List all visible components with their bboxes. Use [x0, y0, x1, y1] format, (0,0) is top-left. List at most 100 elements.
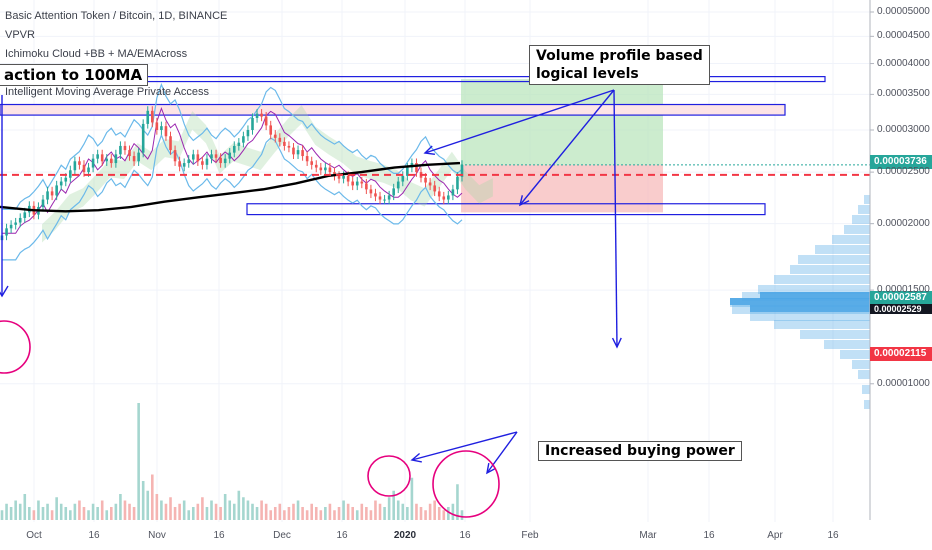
- legend-indicator-vpvr[interactable]: VPVR: [5, 29, 35, 41]
- candle-body: [360, 181, 364, 184]
- volume-bar: [55, 497, 58, 520]
- volume-bar: [196, 503, 200, 520]
- volume-bar: [333, 510, 336, 520]
- level-box: [0, 103, 786, 116]
- arrow-buying-2: [486, 431, 518, 474]
- volume-profile-annotation[interactable]: Volume profile based logical levels: [529, 45, 710, 85]
- candle-body: [73, 161, 77, 171]
- volume-bar: [64, 507, 68, 520]
- volume-profile-bin: [852, 215, 870, 224]
- x-tick-label: 16: [459, 530, 471, 541]
- x-tick-label: 16: [827, 530, 839, 541]
- arrow-upper-head: [423, 145, 436, 155]
- candle-body: [100, 154, 104, 162]
- volume-bar: [410, 477, 414, 520]
- volume-bar: [437, 507, 441, 520]
- volume-bar: [14, 500, 17, 520]
- volume-bar: [132, 507, 136, 520]
- candle-body: [456, 176, 459, 190]
- volume-bars: [0, 403, 464, 520]
- candle-body: [251, 117, 254, 130]
- candle-body: [305, 156, 309, 162]
- candle-body: [205, 158, 209, 165]
- x-tick-label: 16: [88, 530, 100, 541]
- candle-body: [82, 164, 86, 173]
- volume-profile-bin: [864, 400, 870, 409]
- volume-bar: [110, 507, 113, 520]
- annotation-shapes: [0, 89, 870, 518]
- candle-body: [178, 161, 181, 167]
- volume-bar: [155, 494, 159, 520]
- volume-bar: [392, 490, 395, 520]
- candle-body: [460, 164, 464, 177]
- volume-profile-bin: [832, 235, 870, 244]
- volume-profile-bin: [862, 385, 870, 394]
- volume-bar: [406, 507, 409, 520]
- volume-bar: [105, 510, 109, 520]
- x-tick-label: Oct: [26, 530, 42, 541]
- candle-body: [328, 167, 332, 173]
- volume-profile-bin: [815, 245, 870, 254]
- candle-body: [169, 136, 172, 151]
- candle-body: [160, 126, 163, 130]
- candle-body: [324, 167, 327, 171]
- volume-profile-bin: [824, 340, 870, 349]
- reaction-annotation[interactable]: action to 100MA: [0, 64, 149, 86]
- legend-indicator-ima[interactable]: Intelligent Moving Average Private Acces…: [5, 86, 210, 98]
- candle-body: [210, 154, 213, 159]
- candle-body: [242, 136, 245, 143]
- candle-body: [437, 191, 441, 197]
- candle-body: [401, 175, 405, 182]
- volume-bar: [232, 503, 236, 520]
- volume-bar: [96, 507, 99, 520]
- volume-bar: [369, 510, 373, 520]
- x-tick-label: Apr: [767, 530, 783, 541]
- candle-body: [392, 188, 395, 196]
- volume-profile-bin: [840, 350, 870, 359]
- volume-bar: [460, 510, 464, 520]
- candle-body: [64, 177, 68, 182]
- level-box: [246, 203, 766, 216]
- candle-body: [91, 158, 95, 168]
- bollinger-lower: [2, 133, 463, 261]
- volume-bar: [205, 507, 209, 520]
- candle-body: [283, 141, 286, 146]
- volume-bar: [387, 497, 391, 520]
- y-tick-label: 0.00001000: [877, 377, 930, 389]
- volume-bar: [283, 510, 286, 520]
- candle-body: [278, 137, 282, 142]
- volume-bar: [292, 503, 295, 520]
- volume-bar: [237, 490, 241, 520]
- candle-body: [155, 122, 159, 130]
- volume-bar: [28, 507, 31, 520]
- volume-profile-bin: [774, 320, 870, 329]
- volume-bar: [228, 500, 232, 520]
- y-tick-label: 0.00002000: [877, 217, 930, 229]
- volume-bar: [214, 503, 218, 520]
- volume-bar: [242, 497, 245, 520]
- volume-bar: [169, 497, 172, 520]
- candle-body: [396, 181, 400, 189]
- legend-indicator-ichimoku[interactable]: Ichimoku Cloud +BB + MA/EMAcross: [5, 48, 188, 60]
- volume-bar: [173, 507, 177, 520]
- candle-body: [196, 154, 200, 162]
- candle-body: [273, 134, 277, 138]
- y-axis: [869, 0, 874, 520]
- volume-bar: [251, 503, 254, 520]
- candle-body: [355, 181, 359, 186]
- buying-power-annotation[interactable]: Increased buying power: [538, 441, 742, 461]
- volume-bar: [355, 510, 359, 520]
- candle-body: [59, 181, 63, 186]
- arrow-mid-head: [518, 195, 530, 207]
- volume-bar: [150, 474, 154, 520]
- volume-bar: [201, 497, 204, 520]
- volume-bar: [433, 500, 436, 520]
- candle-body: [287, 145, 291, 148]
- volume-bar: [59, 503, 63, 520]
- candle-body: [424, 177, 427, 183]
- volume-bar: [187, 510, 191, 520]
- legend-symbol[interactable]: Basic Attention Token / Bitcoin, 1D, BIN…: [5, 10, 228, 22]
- candle-body: [406, 167, 409, 176]
- volume-bar: [305, 510, 309, 520]
